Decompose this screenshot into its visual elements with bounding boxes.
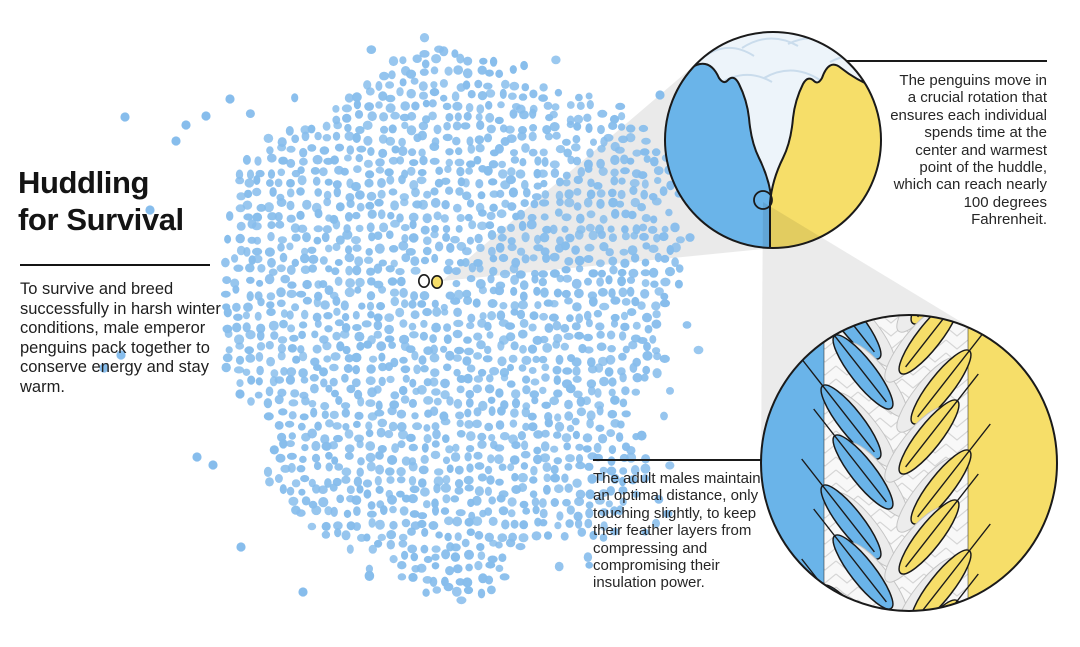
feather-quill [905,373,979,468]
feathers-inset-circle [761,315,1057,611]
huddle-dots [99,33,704,605]
feather-quill [813,508,887,603]
feathers-callout-line [593,459,761,461]
feather-quill [801,358,875,453]
page-title-line2: for Survival [18,202,184,237]
feathers-callout-text: The adult males maintain an optimal dist… [593,470,761,592]
highlighted-penguin-white [417,273,430,288]
intro-text: To survive and breed successfully in har… [20,280,221,396]
feather-quill [801,458,875,553]
feather-quill [917,423,991,518]
feather [910,315,972,325]
rotation-inset-outline [664,31,882,249]
feather-quill [917,323,991,418]
background-penguin-arc [763,69,821,81]
page-title: Huddling for Survival [18,164,184,238]
feather-quill [905,315,979,368]
feathers-inset-outline [760,314,1058,612]
background-penguin-arc [741,37,799,49]
feather-quill [917,523,991,611]
down-fluff [896,315,958,333]
title-divider [20,264,210,266]
feather-quill [813,408,887,503]
rotation-inset-circle [665,32,881,248]
rotation-callout-line [846,60,1047,62]
yellow-penguin-body-band [968,315,1057,611]
feather-quill [801,315,875,353]
contact-point-ring [753,190,773,210]
page-title-line1: Huddling [18,165,150,200]
highlighted-penguin-yellow [430,274,443,289]
feather-quill [905,473,979,568]
rotation-callout-text: The penguins move in a crucial rotation … [890,72,1047,229]
feather-quill [905,573,979,611]
